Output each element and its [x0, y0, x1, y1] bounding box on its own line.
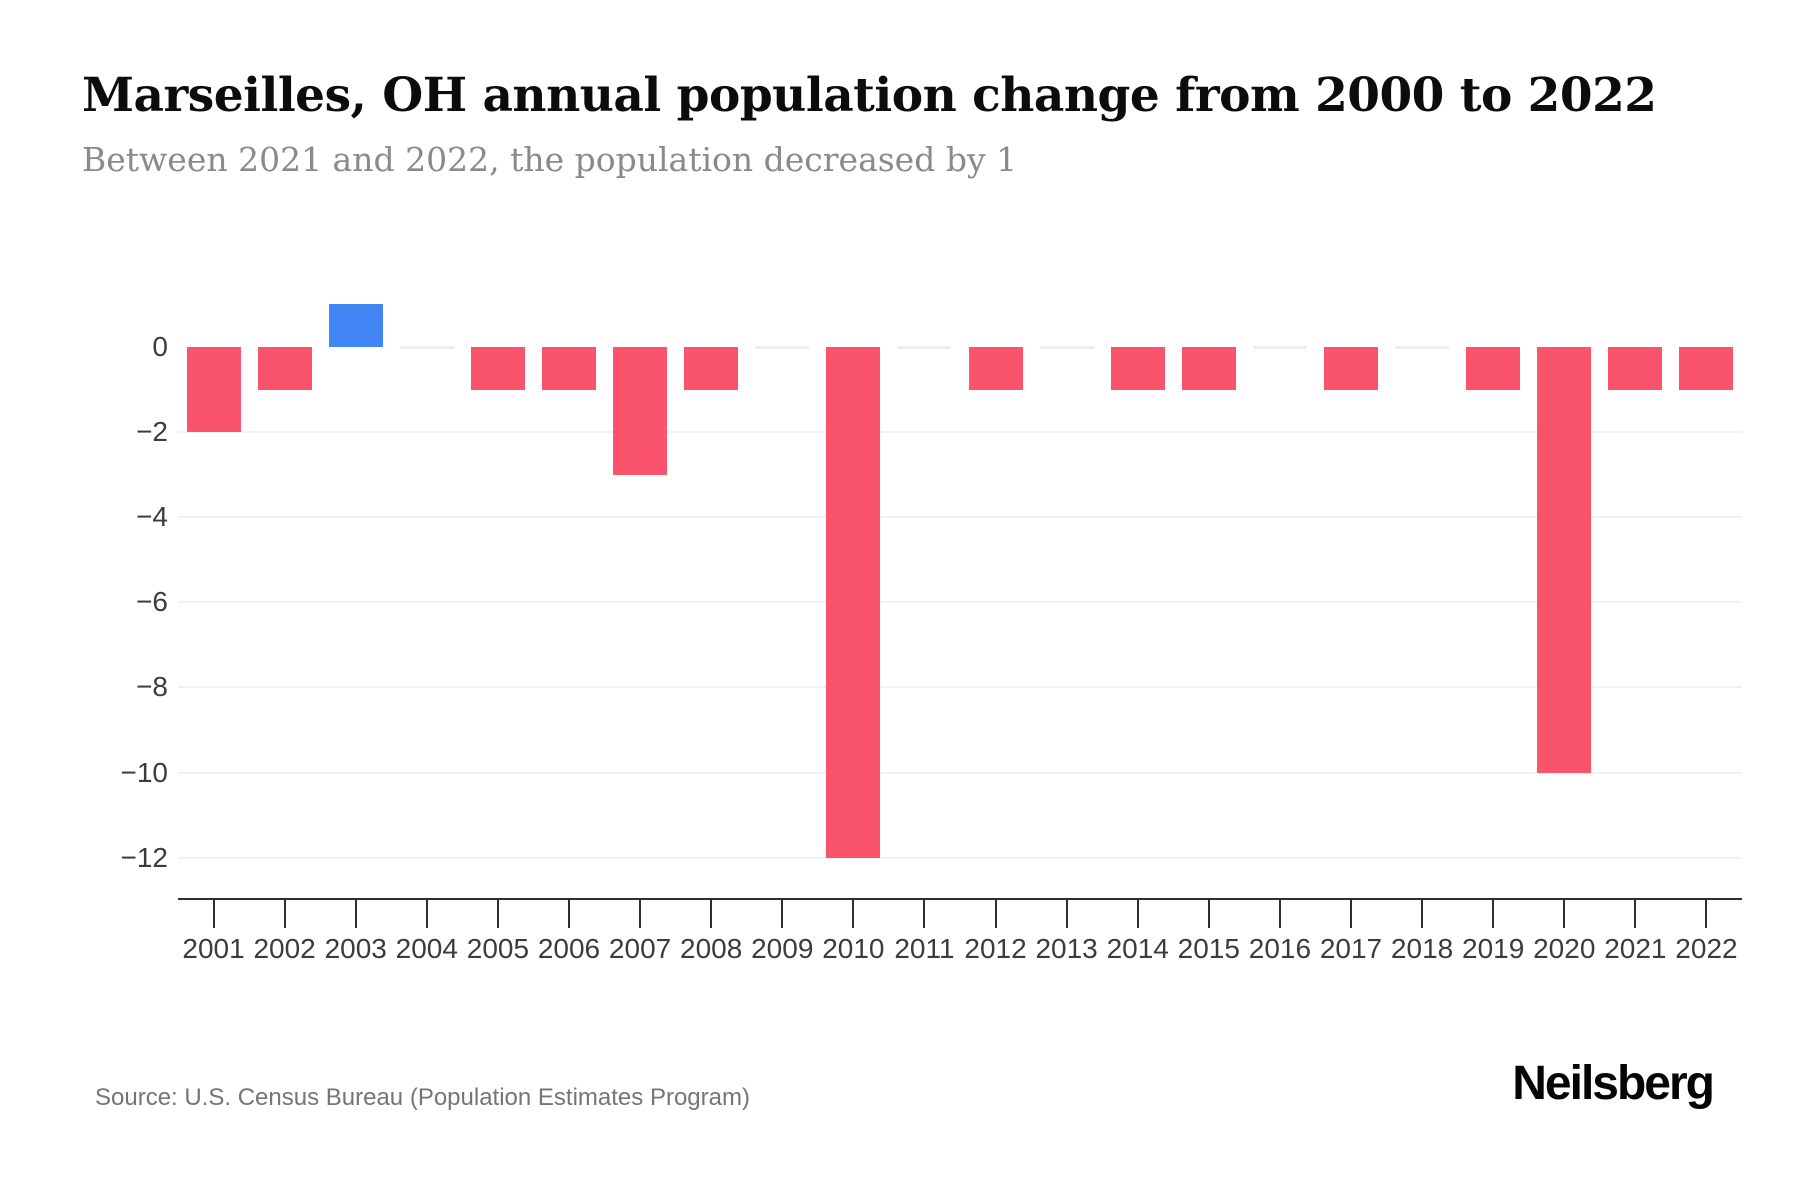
x-axis-tick	[1421, 898, 1424, 928]
x-axis-tick-label: 2019	[1462, 933, 1525, 964]
x-axis-tick	[994, 898, 997, 928]
x-axis-tick	[283, 898, 286, 928]
bar-2015[interactable]	[1181, 347, 1236, 390]
x-axis-tick-label: 2018	[1390, 933, 1454, 964]
bar-2007[interactable]	[613, 347, 668, 475]
x-axis-tick-label: 2021	[1604, 933, 1667, 964]
x-axis-tick	[1492, 898, 1495, 928]
x-axis-tick-label: 2002	[253, 933, 316, 964]
gridline	[178, 516, 1742, 519]
y-axis-tick-label: 0	[152, 331, 168, 362]
bar-2019[interactable]	[1466, 347, 1521, 390]
bar-2011[interactable]	[897, 346, 952, 349]
y-axis-tick-label: −10	[120, 756, 169, 788]
y-axis-tick-label: −2	[136, 416, 168, 448]
x-axis-tick-label: 2008	[680, 933, 743, 964]
bar-2018[interactable]	[1395, 346, 1450, 349]
bar-2009[interactable]	[755, 346, 810, 349]
bar-2017[interactable]	[1324, 347, 1378, 390]
x-axis-tick-label: 2015	[1177, 933, 1240, 964]
source-note: Source: U.S. Census Bureau (Population E…	[95, 1084, 750, 1111]
x-axis-tick	[1136, 898, 1139, 928]
x-axis-tick-label: 2005	[466, 933, 530, 964]
x-axis-tick-label: 2017	[1319, 933, 1383, 964]
bar-2002[interactable]	[257, 347, 312, 390]
gridline	[178, 601, 1742, 604]
x-axis-tick	[212, 898, 215, 928]
x-axis-tick	[1350, 898, 1352, 928]
gridline	[178, 771, 1742, 774]
x-axis-tick-label: 2004	[395, 933, 458, 964]
x-axis-tick-label: 2007	[608, 933, 672, 964]
bar-2003[interactable]	[328, 304, 383, 347]
x-axis-tick	[781, 898, 784, 928]
x-axis-tick	[568, 898, 570, 928]
x-axis-tick-label: 2009	[751, 933, 814, 964]
y-axis-tick-label: −4	[136, 501, 168, 533]
y-axis-tick-label: −6	[136, 586, 168, 618]
bar-2001[interactable]	[186, 347, 241, 433]
x-axis-tick	[1278, 898, 1281, 928]
x-axis-tick-label: 2022	[1675, 933, 1738, 964]
bar-2013[interactable]	[1039, 346, 1094, 349]
x-axis-tick-label: 2001	[182, 933, 245, 964]
x-axis-tick	[1634, 898, 1637, 928]
bar-2014[interactable]	[1110, 347, 1165, 390]
bar-2008[interactable]	[684, 347, 739, 390]
y-axis-tick-label: −8	[136, 671, 168, 703]
x-axis-line	[178, 898, 1742, 900]
bar-2021[interactable]	[1608, 347, 1663, 390]
bar-2012[interactable]	[968, 347, 1023, 390]
x-axis-tick-label: 2006	[537, 933, 601, 964]
x-axis-tick-label: 2020	[1533, 933, 1596, 964]
bar-2005[interactable]	[470, 347, 525, 390]
x-axis-tick-label: 2012	[964, 933, 1027, 964]
bar-2010[interactable]	[826, 347, 881, 858]
bar-2004[interactable]	[399, 346, 454, 349]
x-axis-tick	[1563, 898, 1566, 928]
x-axis-tick	[1065, 898, 1068, 928]
x-axis-tick-label: 2011	[894, 933, 955, 964]
x-axis-tick-label: 2014	[1106, 933, 1169, 964]
x-axis-tick	[1705, 898, 1708, 928]
x-axis-tick	[354, 898, 357, 928]
bar-2016[interactable]	[1252, 346, 1307, 349]
gridline	[178, 431, 1742, 434]
brand-logo[interactable]: Neilsberg	[1512, 1057, 1715, 1110]
bar-2006[interactable]	[542, 347, 596, 390]
x-axis-tick-label: 2013	[1035, 933, 1098, 964]
x-axis-tick	[710, 898, 713, 928]
y-axis-tick-label: −12	[120, 841, 169, 873]
x-axis-tick	[923, 898, 926, 928]
gridline	[178, 686, 1742, 689]
x-axis-tick	[496, 898, 499, 928]
bar-2022[interactable]	[1679, 347, 1734, 390]
chart-title: Marseilles, OH annual population change …	[82, 68, 1657, 123]
bar-2020[interactable]	[1537, 347, 1592, 773]
x-axis-tick-label: 2003	[324, 933, 387, 964]
x-axis-tick	[639, 898, 642, 928]
x-axis-tick	[1207, 898, 1210, 928]
chart-subtitle: Between 2021 and 2022, the population de…	[82, 140, 1018, 179]
x-axis-tick-label: 2016	[1248, 933, 1312, 964]
x-axis-tick-label: 2010	[822, 933, 885, 964]
x-axis-tick	[852, 898, 855, 928]
x-axis-tick	[425, 898, 428, 928]
gridline	[178, 856, 1742, 859]
